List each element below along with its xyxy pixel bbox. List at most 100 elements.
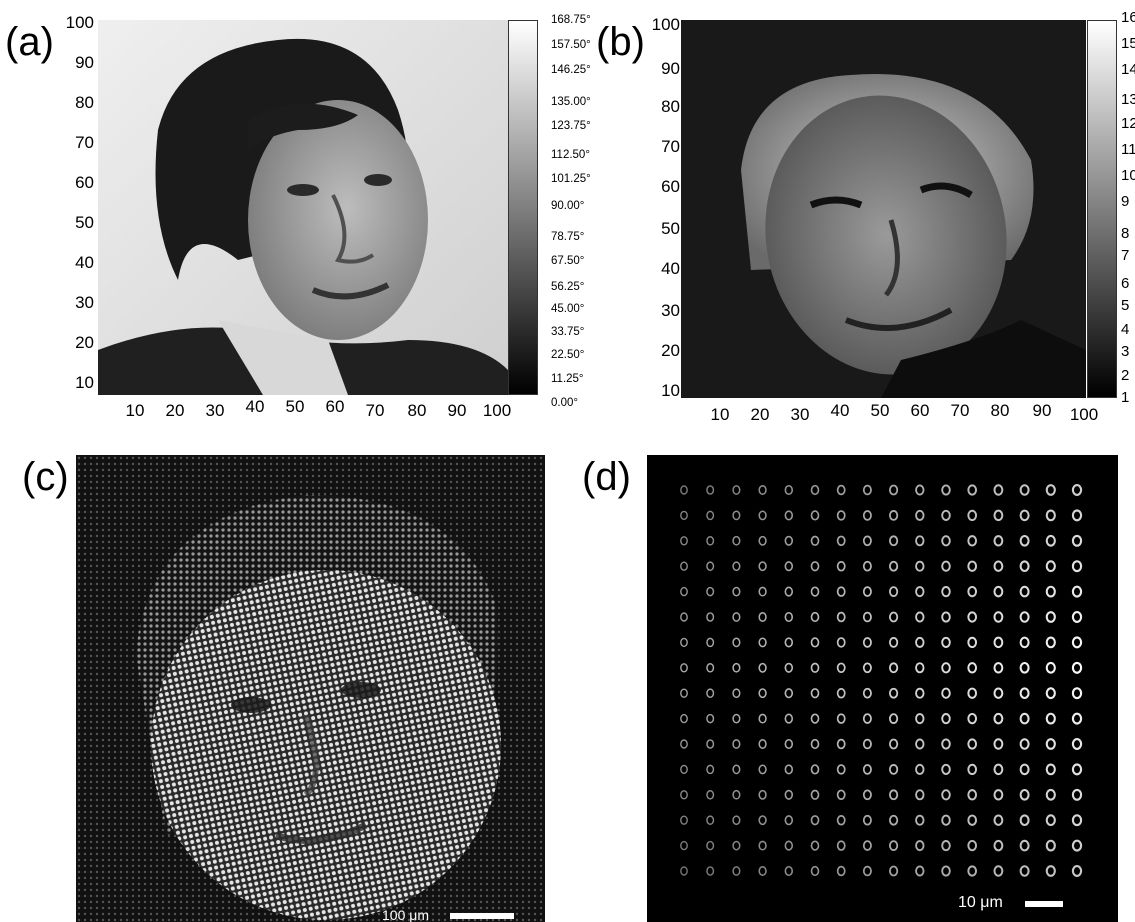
panel-b-colorbar-tick: 7 [1121, 247, 1130, 264]
ring-spot [836, 637, 846, 648]
ring-spot [758, 688, 767, 699]
ring-spot [993, 763, 1004, 776]
panel-b-colorbar-tick: 5 [1121, 297, 1130, 314]
ring-spot [967, 687, 978, 699]
ring-spot [732, 586, 741, 597]
ring-spot [706, 561, 715, 571]
ring-spot [967, 763, 978, 776]
ring-spot [1045, 484, 1056, 496]
panel-b-colorbar-tick: 16 [1121, 9, 1135, 26]
ring-spot [915, 611, 925, 623]
ring-spot [889, 865, 899, 877]
ring-spot [732, 840, 741, 851]
ring-spot [941, 611, 951, 623]
ring-spot [810, 662, 820, 673]
panel-a-colorbar-tick: 146.25° [551, 64, 591, 76]
ring-spot [889, 637, 899, 648]
ring-spot [941, 509, 951, 521]
ring-spot [967, 560, 978, 572]
ring-spot [889, 789, 899, 801]
ring-spot [680, 561, 688, 571]
ring-spot [680, 764, 688, 775]
ring-spot [732, 535, 741, 546]
ring-spot [993, 687, 1004, 699]
panel-a-ytick: 70 [75, 133, 94, 152]
panel-a-xtick: 40 [245, 397, 265, 416]
panel-a-colorbar-tick: 22.50° [551, 349, 585, 361]
ring-spot [810, 561, 820, 572]
panel-a-ytick: 10 [75, 373, 94, 392]
ring-spot [1019, 534, 1030, 547]
ring-spot [862, 662, 872, 674]
ring-spot [1071, 788, 1083, 801]
panel-b-ytick: 50 [661, 219, 680, 238]
ring-spot [993, 738, 1004, 750]
ring-spot [993, 789, 1004, 801]
panel-b-xtick: 60 [910, 401, 930, 420]
ring-spot [784, 637, 794, 648]
ring-spot [1071, 738, 1083, 750]
ring-spot [993, 611, 1004, 623]
ring-spot [758, 840, 767, 851]
panel-b-colorbar [1087, 20, 1117, 398]
ring-spot [1045, 509, 1056, 522]
panel-b-ytick: 90 [661, 59, 680, 78]
ring-spot [889, 662, 899, 674]
ring-spot [784, 815, 794, 826]
ring-spot [941, 814, 951, 826]
ring-spot [1019, 484, 1030, 496]
ring-spot [941, 636, 951, 648]
panel-b-colorbar-tick: 14 [1121, 61, 1135, 78]
ring-spot [915, 687, 925, 699]
ring-spot [1019, 763, 1030, 776]
ring-spot [836, 789, 846, 801]
ring-spot [941, 713, 951, 725]
ring-spot [706, 637, 715, 648]
panel-a-xtick: 30 [205, 401, 225, 420]
ring-spot [862, 535, 872, 547]
panel-a-colorbar-tick: 168.75° [551, 14, 591, 26]
panel-b-xtick: 50 [870, 401, 890, 420]
ring-spot [889, 814, 899, 826]
ring-spot [915, 840, 925, 852]
ring-spot [862, 865, 872, 877]
ring-spot [836, 713, 846, 724]
panel-b-ytick: 80 [661, 97, 680, 116]
ring-spot [758, 866, 767, 876]
panel-b-colorbar-tick: 4 [1121, 321, 1130, 338]
ring-spot [941, 484, 951, 496]
ring-spot [1045, 534, 1056, 547]
ring-spot [732, 637, 741, 648]
ring-spot [889, 586, 899, 597]
ring-spot [706, 790, 715, 800]
panel-d-label: (d) [582, 455, 631, 499]
ring-spot [784, 713, 794, 724]
panel-a-colorbar-tick: 112.50° [551, 149, 590, 161]
panel-b-colorbar-tick: 12 [1121, 115, 1135, 132]
panel-a-ytick: 90 [75, 53, 94, 72]
panel-a-colorbar-tick: 101.25° [551, 173, 591, 185]
ring-spot [680, 510, 688, 521]
ring-spot [993, 509, 1004, 522]
panel-a-xtick: 50 [285, 397, 305, 416]
ring-spot [993, 560, 1004, 572]
ring-spot [732, 764, 741, 775]
panel-b-label: (b) [596, 20, 645, 64]
ring-spot [1019, 814, 1030, 827]
ring-spot [941, 687, 951, 699]
ring-spot [758, 535, 767, 546]
pixelated-portrait-svg [76, 455, 545, 922]
ring-spot [862, 789, 872, 801]
ring-spot [1045, 585, 1056, 598]
panel-b-xtick: 40 [830, 401, 850, 420]
panel-a-colorbar-tick: 67.50° [551, 255, 585, 267]
panel-b-ytick: 20 [661, 341, 680, 360]
ring-spot [915, 560, 925, 572]
ring-spot [1045, 687, 1056, 700]
ring-spot [941, 789, 951, 801]
ring-spot [1071, 636, 1083, 649]
ring-spot [1071, 585, 1083, 598]
panel-a-xtick: 10 [125, 401, 145, 420]
panel-a-ytick: 80 [75, 93, 94, 112]
ring-spot [810, 738, 820, 750]
